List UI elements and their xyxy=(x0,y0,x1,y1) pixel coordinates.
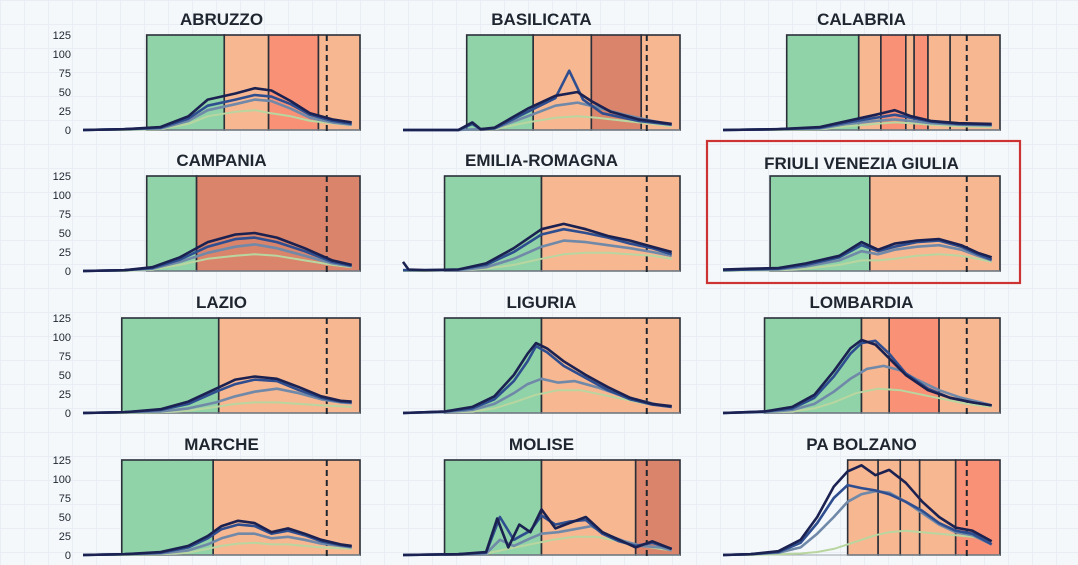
zone-green xyxy=(443,459,543,556)
series-line-4 xyxy=(723,529,992,556)
zone-green xyxy=(120,317,220,414)
zone-green xyxy=(443,175,543,272)
highlight-frame xyxy=(705,139,1022,285)
zone-darkred xyxy=(634,459,681,556)
zone-green xyxy=(120,459,214,556)
zone-green xyxy=(465,34,534,131)
panel-emilia-romagna: EMILIA-ROMAGNA xyxy=(401,151,681,273)
y-tick-label: 25 xyxy=(59,247,71,259)
series-line-3 xyxy=(402,524,673,557)
zone-green xyxy=(769,175,871,272)
zone-green xyxy=(785,34,860,131)
y-tick-label: 75 xyxy=(59,351,71,363)
series-line-1 xyxy=(722,464,993,557)
y-tick-label: 50 xyxy=(59,87,71,99)
zone-green xyxy=(145,34,226,131)
panel-friuli-venezia-giulia: FRIULI VENEZIA GIULIA xyxy=(705,139,1022,285)
panel-pa-bolzano: PA BOLZANO xyxy=(722,435,1001,557)
y-tick-label: 25 xyxy=(59,106,71,118)
panel-title: MARCHE xyxy=(184,435,259,454)
series-line-1 xyxy=(401,222,673,272)
panel-title: LIGURIA xyxy=(507,293,577,312)
y-tick-label: 25 xyxy=(59,389,71,401)
y-tick-label: 100 xyxy=(53,474,71,486)
series-line-3 xyxy=(403,101,672,132)
zone-red xyxy=(913,34,929,131)
panel-lazio: 0 25 50 75 100 125 LAZIO xyxy=(53,293,361,420)
panel-campania: 0 25 50 75 100 125 CAMPANIA xyxy=(53,151,361,278)
series-line-1 xyxy=(722,338,992,415)
panel-title: LOMBARDIA xyxy=(810,293,914,312)
panel-title: MOLISE xyxy=(509,435,574,454)
panel-title: PA BOLZANO xyxy=(806,435,917,454)
zone-orange xyxy=(223,34,270,131)
y-tick-label: 125 xyxy=(53,455,71,467)
panel-title: CALABRIA xyxy=(817,10,906,29)
y-tick-label: 125 xyxy=(53,30,71,42)
series-line-1 xyxy=(82,519,352,557)
series-line-1 xyxy=(82,231,352,273)
zone-orange xyxy=(949,34,1001,131)
series-line-3 xyxy=(722,489,993,557)
y-tick-label: 0 xyxy=(65,266,71,278)
y-tick-label: 75 xyxy=(59,493,71,505)
y-tick-label: 100 xyxy=(53,332,71,344)
series-line-2 xyxy=(722,483,993,557)
series-line-1 xyxy=(82,86,352,132)
panel-title: CAMPANIA xyxy=(176,151,266,170)
panel-title: EMILIA-ROMAGNA xyxy=(465,151,618,170)
y-tick-label: 125 xyxy=(53,171,71,183)
series-line-2 xyxy=(402,344,672,415)
zone-orange xyxy=(846,459,879,556)
y-tick-label: 50 xyxy=(59,228,71,240)
y-tick-label: 25 xyxy=(59,531,71,543)
y-tick-label: 0 xyxy=(65,125,71,137)
panel-abruzzo: 0 25 50 75 100 125 ABRUZZO xyxy=(53,10,361,137)
panel-calabria: CALABRIA xyxy=(722,10,1001,132)
zone-red xyxy=(954,459,1001,556)
y-tick-label: 75 xyxy=(59,68,71,80)
panel-liguria: LIGURIA xyxy=(402,293,681,415)
panel-title: LAZIO xyxy=(196,293,247,312)
series-line-1 xyxy=(82,375,352,415)
zone-orange xyxy=(217,317,361,414)
y-tick-label: 50 xyxy=(59,370,71,382)
panel-lombardia: LOMBARDIA xyxy=(722,293,1001,415)
y-tick-label: 100 xyxy=(53,190,71,202)
zone-orange xyxy=(927,34,951,131)
zone-orange xyxy=(317,34,361,131)
y-tick-label: 50 xyxy=(59,512,71,524)
y-tick-label: 75 xyxy=(59,209,71,221)
panel-title: BASILICATA xyxy=(491,10,591,29)
panel-title: FRIULI VENEZIA GIULIA xyxy=(764,154,959,173)
series-line-1 xyxy=(403,90,672,132)
y-tick-label: 0 xyxy=(65,408,71,420)
panel-molise: MOLISE xyxy=(402,435,681,557)
series-line-1 xyxy=(722,108,992,132)
zone-orange xyxy=(212,459,361,556)
series-line-1 xyxy=(402,341,672,415)
zone-orange xyxy=(640,34,681,131)
y-tick-label: 125 xyxy=(53,313,71,325)
series-line-1 xyxy=(722,237,993,271)
zone-orange xyxy=(918,459,957,556)
panel-basilicata: BASILICATA xyxy=(403,10,681,132)
series-line-1 xyxy=(402,508,673,557)
series-line-3 xyxy=(722,364,993,415)
panel-marche: 0 25 50 75 100 125 MARCHE xyxy=(53,435,361,562)
y-tick-label: 100 xyxy=(53,49,71,61)
y-tick-label: 0 xyxy=(65,550,71,562)
panel-title: ABRUZZO xyxy=(180,10,263,29)
